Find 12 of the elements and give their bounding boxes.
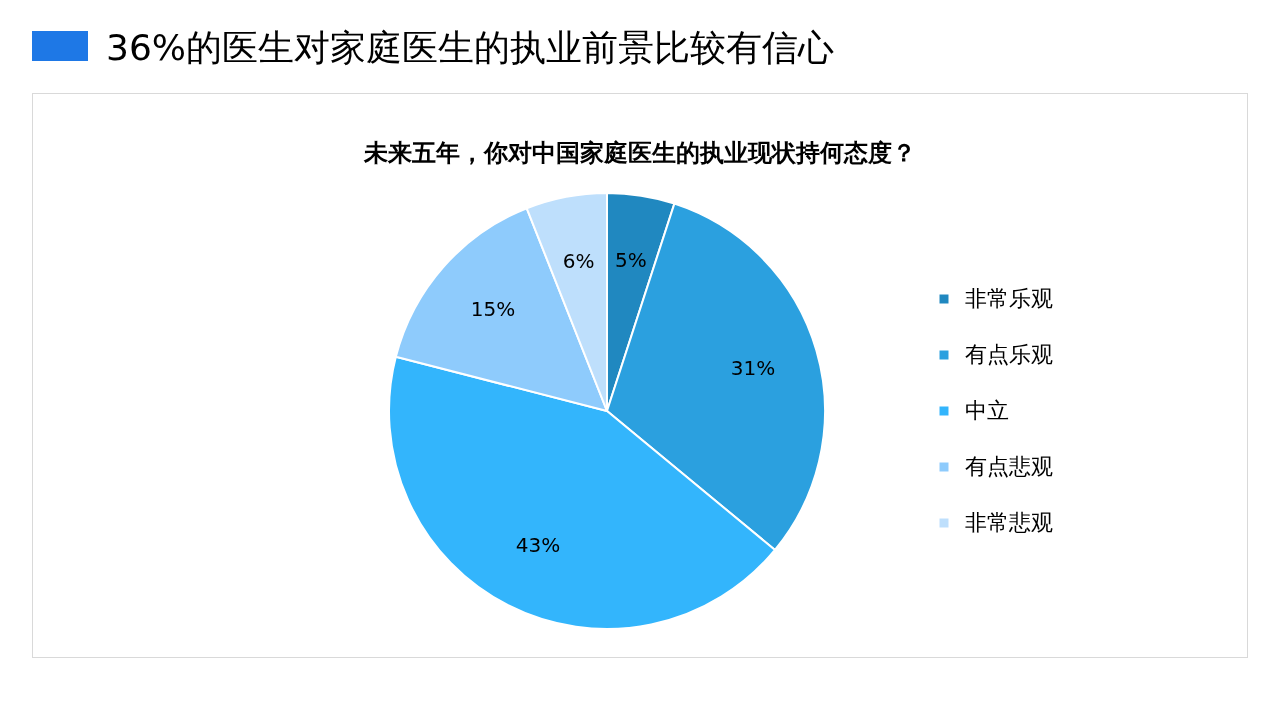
data-label: 6% (562, 248, 595, 273)
chart-title: 36%的医生对家庭医生的执业前景比较有信心 (106, 26, 835, 70)
legend-label: 有点悲观 (965, 454, 1053, 479)
data-label: 31% (730, 355, 776, 380)
chart-subtitle: 未来五年，你对中国家庭医生的执业现状持何态度？ (363, 139, 916, 167)
legend-label: 非常悲观 (965, 510, 1053, 535)
legend-label: 非常乐观 (965, 286, 1053, 311)
data-label: 5% (614, 247, 647, 272)
legend-label: 中立 (965, 398, 1009, 423)
data-label: 43% (515, 533, 561, 558)
legend-label: 有点乐观 (965, 342, 1053, 367)
data-label: 15% (470, 297, 516, 322)
